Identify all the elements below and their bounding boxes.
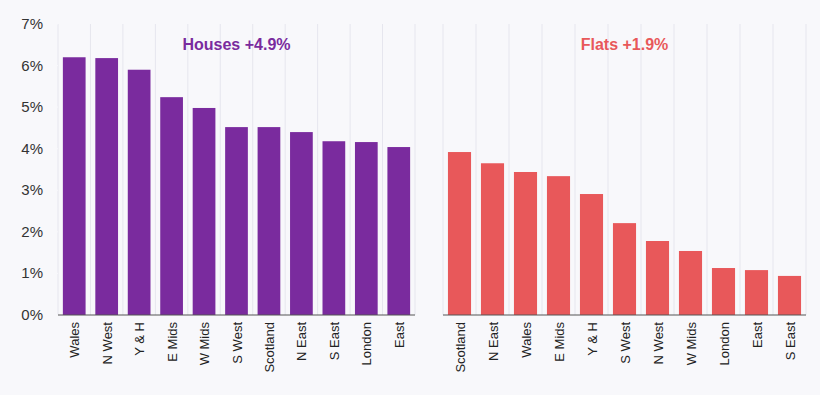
- x-tick-label: Scotland: [262, 322, 277, 373]
- x-tick-label: E Mids: [165, 322, 180, 362]
- grid-line: [641, 24, 642, 315]
- x-tick-label: Y & H: [132, 322, 147, 356]
- y-tick-label: 3%: [21, 181, 43, 198]
- grid-line: [773, 24, 774, 315]
- bar: [679, 251, 702, 315]
- background: [0, 0, 820, 395]
- grid-line: [740, 24, 741, 315]
- y-tick-label: 6%: [21, 57, 43, 74]
- grid-line: [443, 24, 444, 315]
- grid-line: [476, 24, 477, 315]
- grid-line: [285, 24, 286, 315]
- x-tick-label: London: [717, 322, 732, 365]
- y-tick-label: 1%: [21, 264, 43, 281]
- x-tick-label: London: [359, 322, 374, 365]
- y-tick: [54, 190, 58, 191]
- grid-line: [187, 24, 188, 315]
- bar: [387, 147, 410, 315]
- grid-line: [509, 24, 510, 315]
- bar: [514, 172, 537, 315]
- x-tick-label: Scotland: [453, 322, 468, 373]
- grid-line: [220, 24, 221, 315]
- grid-line: [122, 24, 123, 315]
- y-tick: [54, 148, 58, 149]
- bar: [778, 276, 801, 315]
- bar: [448, 152, 471, 315]
- y-tick-label: 2%: [21, 223, 43, 240]
- grid-line: [58, 24, 59, 315]
- x-tick-label: S West: [618, 322, 633, 364]
- x-tick-label: East: [392, 322, 407, 348]
- bar: [580, 194, 603, 315]
- y-tick: [54, 24, 58, 25]
- bars: [63, 57, 410, 315]
- y-tick: [54, 273, 58, 274]
- x-tick-label: N East: [486, 322, 501, 361]
- x-axis: [58, 315, 415, 316]
- x-tick-label: Wales: [519, 322, 534, 358]
- panel-title: Flats +1.9%: [581, 36, 669, 53]
- grid-line: [252, 24, 253, 315]
- bar: [258, 127, 281, 315]
- x-tick-label: Y & H: [585, 322, 600, 356]
- grid-line: [806, 24, 807, 315]
- x-tick-label: N East: [294, 322, 309, 361]
- bar: [646, 241, 669, 315]
- x-tick-label: Wales: [67, 322, 82, 358]
- bars: [448, 152, 801, 315]
- x-tick-label: W Mids: [197, 322, 212, 366]
- bar: [193, 108, 216, 315]
- x-axis: [443, 315, 806, 316]
- grid-line: [674, 24, 675, 315]
- y-tick-label: 5%: [21, 98, 43, 115]
- x-tick-label: S East: [327, 322, 342, 361]
- x-tick-label: N West: [651, 322, 666, 365]
- y-tick: [54, 231, 58, 232]
- bar: [712, 268, 735, 315]
- x-tick-label: N West: [100, 322, 115, 365]
- grid-line: [608, 24, 609, 315]
- x-tick-label: S East: [783, 322, 798, 361]
- y-tick: [54, 315, 58, 316]
- grid-line: [155, 24, 156, 315]
- x-tick-label: W Mids: [684, 322, 699, 366]
- bar: [63, 57, 86, 315]
- bar: [160, 97, 183, 315]
- grid-line: [90, 24, 91, 315]
- panel-title: Houses +4.9%: [182, 36, 290, 53]
- grid-line: [350, 24, 351, 315]
- grid-line: [382, 24, 383, 315]
- bar: [547, 176, 570, 315]
- grid-line: [707, 24, 708, 315]
- bar: [323, 141, 346, 315]
- bar: [481, 163, 504, 315]
- grid-line: [415, 24, 416, 315]
- bar: [355, 142, 378, 315]
- bar: [95, 58, 118, 315]
- bar: [745, 270, 768, 315]
- y-tick-label: 0%: [21, 306, 43, 323]
- y-tick-label: 4%: [21, 140, 43, 157]
- grid-line: [542, 24, 543, 315]
- x-tick-label: East: [750, 322, 765, 348]
- x-tick-label: E Mids: [552, 322, 567, 362]
- bar: [613, 223, 636, 315]
- bar: [225, 127, 248, 315]
- y-tick-label: 7%: [21, 15, 43, 32]
- x-tick-label: S West: [230, 322, 245, 364]
- grid-line: [575, 24, 576, 315]
- chart: 0% 1% 2% 3% 4% 5% 6% 7% Wales N West Y & H E Mids W …: [0, 0, 820, 395]
- y-tick: [54, 65, 58, 66]
- bar: [128, 70, 151, 315]
- y-tick: [54, 107, 58, 108]
- grid-line: [317, 24, 318, 315]
- bar: [290, 132, 313, 315]
